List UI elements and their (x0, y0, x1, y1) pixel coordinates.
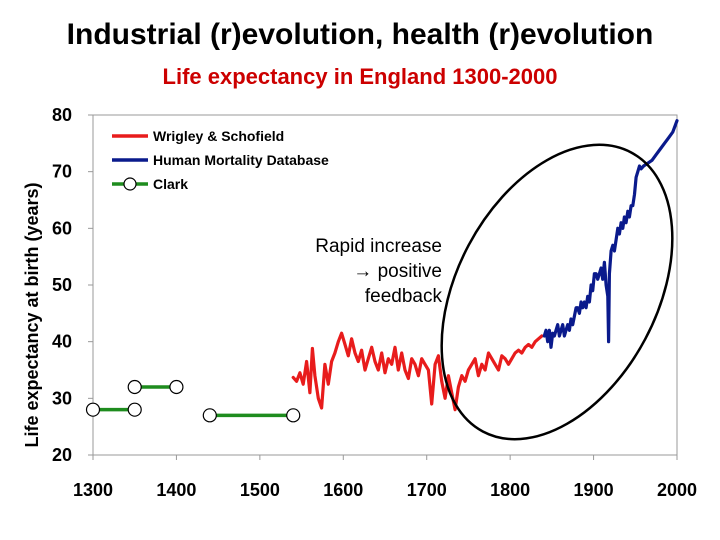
x-tick-label: 1500 (240, 480, 280, 500)
legend-label: Wrigley & Schofield (153, 128, 284, 144)
chart-title: Life expectancy in England 1300-2000 (162, 64, 558, 89)
x-tick-label: 1300 (73, 480, 113, 500)
y-tick-label: 60 (52, 218, 72, 238)
legend-label: Clark (153, 176, 188, 192)
x-tick-label: 1700 (407, 480, 447, 500)
clark-point (202, 408, 217, 423)
x-tick-label: 1400 (156, 480, 196, 500)
clark-point (286, 408, 301, 423)
x-tick-label: 1900 (574, 480, 614, 500)
series-line-wrigley (291, 331, 544, 412)
y-tick-label: 20 (52, 445, 72, 465)
annotation-text: feedback (365, 286, 443, 307)
clark-point (169, 379, 184, 395)
legend-label: Human Mortality Database (153, 152, 329, 168)
y-tick-label: 30 (52, 388, 72, 408)
series-line-hmd (542, 119, 679, 349)
y-tick-label: 70 (52, 162, 72, 182)
clark-point (85, 402, 101, 417)
legend-marker (123, 177, 137, 191)
y-tick-label: 80 (52, 105, 72, 125)
x-tick-label: 1600 (323, 480, 363, 500)
y-tick-label: 40 (52, 332, 72, 352)
annotation-ellipse (440, 143, 674, 441)
x-tick-label: 1800 (490, 480, 530, 500)
slide-title: Industrial (r)evolution, health (r)evolu… (66, 18, 654, 51)
annotation-text: → positive (353, 261, 442, 282)
annotation-text: Rapid increase (315, 236, 442, 257)
y-tick-label: 50 (52, 275, 72, 295)
clark-point (127, 379, 142, 395)
y-axis-label: Life expectancy at birth (years) (22, 182, 42, 447)
legend (105, 120, 385, 208)
x-tick-label: 2000 (657, 480, 697, 500)
clark-point (127, 402, 142, 417)
